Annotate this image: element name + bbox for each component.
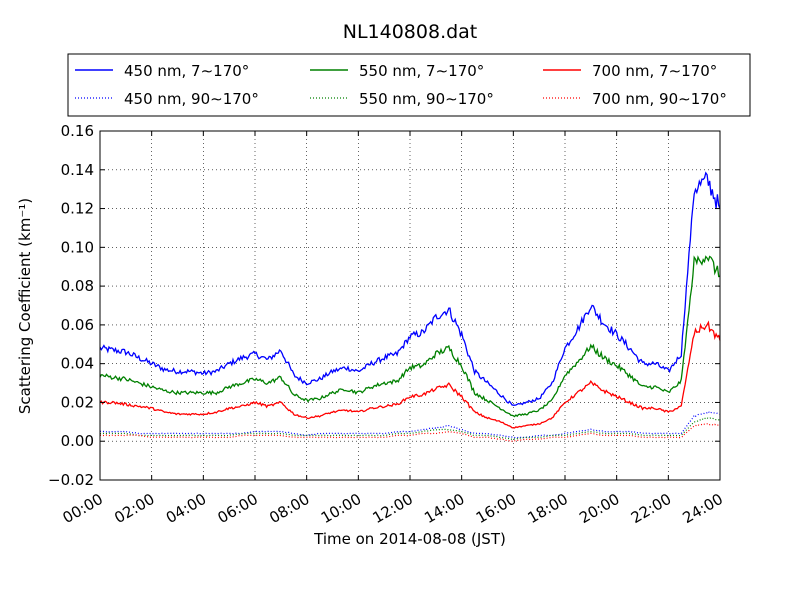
y-tick-label: 0.02 xyxy=(61,393,94,411)
series-line-1 xyxy=(99,171,721,406)
y-tick-label: 0.08 xyxy=(61,277,94,295)
gridlines xyxy=(100,131,720,480)
legend-label-6: 700 nm, 90∼170° xyxy=(592,90,727,108)
series-line-3 xyxy=(99,255,721,418)
chart-title: NL140808.dat xyxy=(343,21,478,43)
y-axis-label: Scattering Coefficient (km⁻¹) xyxy=(16,198,34,414)
legend-label-5: 700 nm, 7∼170° xyxy=(592,62,717,80)
y-tick-label: 0.16 xyxy=(61,122,94,140)
legend: 450 nm, 7∼170° 450 nm, 90∼170° 550 nm, 7∼1… xyxy=(67,53,751,117)
series-line-4 xyxy=(99,417,721,440)
y-axis: −0.02 0.00 0.02 0.04 0.06 0.08 0.10 0.12 0.14 0.1… xyxy=(48,122,720,489)
y-tick-label: 0.00 xyxy=(61,432,94,450)
legend-label-4: 550 nm, 90∼170° xyxy=(359,90,494,108)
series-layer xyxy=(99,171,721,442)
y-tick-label: 0.12 xyxy=(61,200,94,218)
y-tick-label: −0.02 xyxy=(48,471,94,489)
y-tick-label: 0.10 xyxy=(61,238,94,256)
y-tick-label: 0.14 xyxy=(61,161,94,179)
series-line-6 xyxy=(99,422,721,442)
x-axis-label: Time on 2014-08-08 (JST) xyxy=(313,530,506,548)
legend-label-3: 550 nm, 7∼170° xyxy=(359,62,484,80)
y-tick-label: 0.06 xyxy=(61,316,94,334)
legend-label-1: 450 nm, 7∼170° xyxy=(124,62,249,80)
series-line-2 xyxy=(100,410,721,439)
legend-frame xyxy=(67,53,751,117)
legend-label-2: 450 nm, 90∼170° xyxy=(124,90,259,108)
series-line-5 xyxy=(99,320,721,429)
y-tick-label: 0.04 xyxy=(61,355,94,373)
